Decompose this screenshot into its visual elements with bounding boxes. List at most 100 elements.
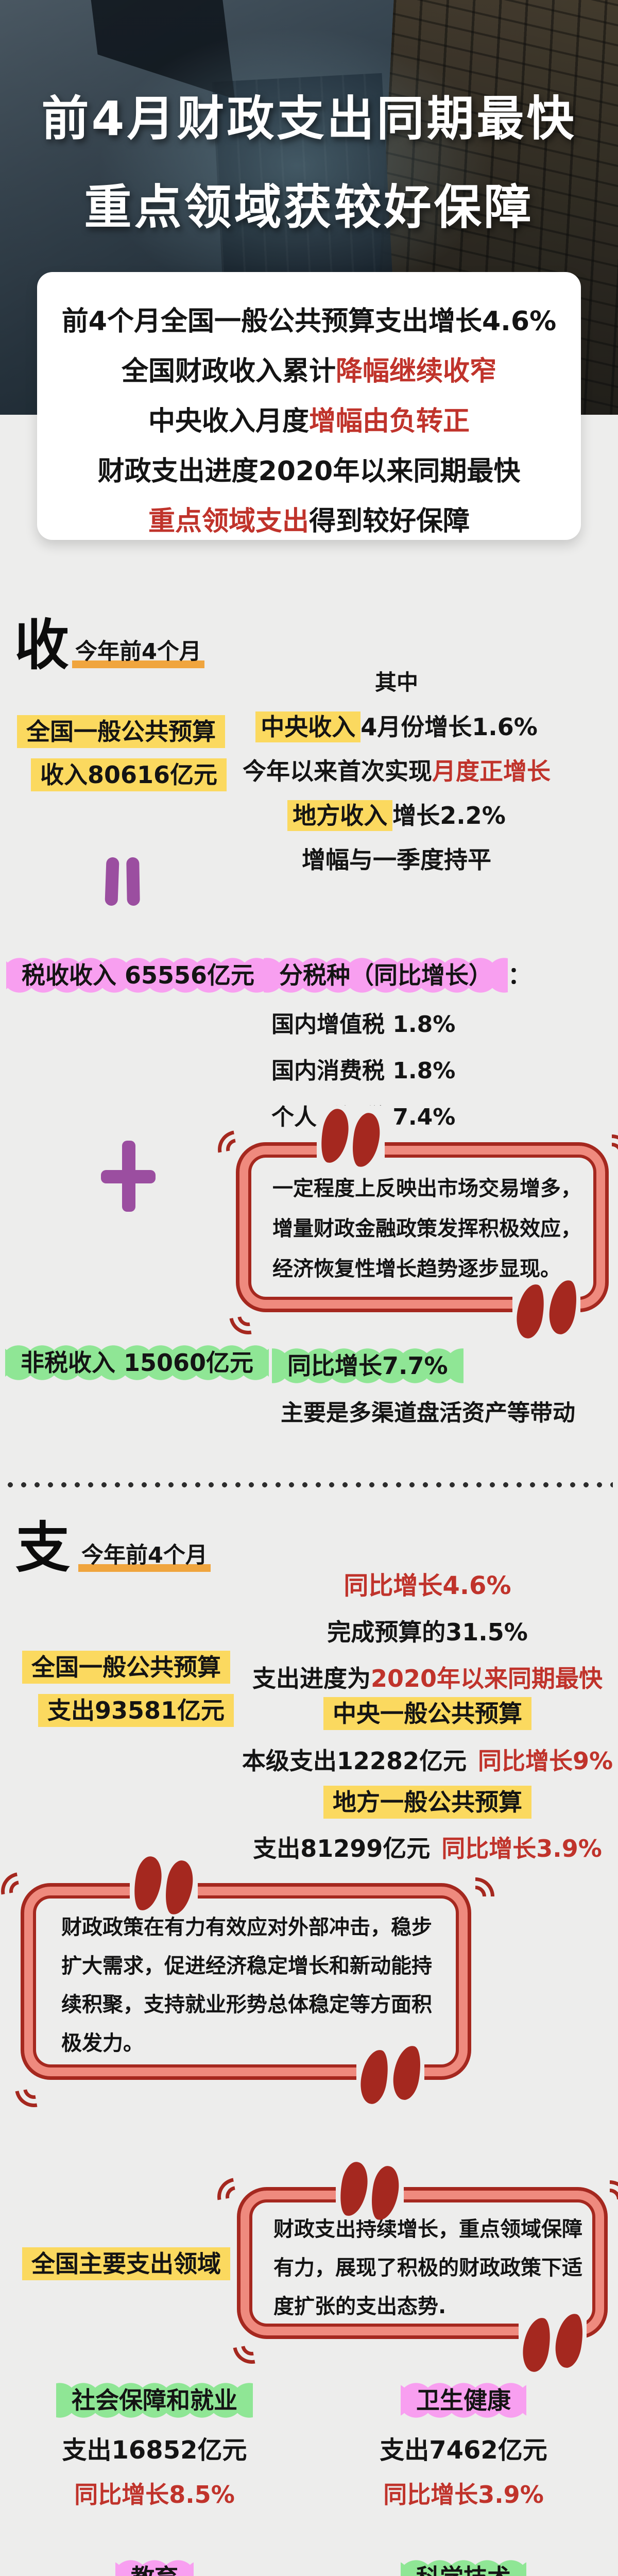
progress-line: 支出进度为2020年以来同期最快 xyxy=(237,1660,618,1694)
summary-highlight: 降幅继续收窄 xyxy=(336,356,497,387)
policy-quote-line: 续积聚，支持就业形势总体稳定等方面积 xyxy=(61,1993,432,2016)
summary-highlight: 增幅由负转正 xyxy=(309,406,470,437)
revenue-budget-label: 全国一般公共预算 xyxy=(17,715,225,748)
central-spending-text: 本级支出12282亿元 xyxy=(242,1747,467,1775)
summary-text: 中央收入月度 xyxy=(148,406,309,437)
expenditure-growth: 同比增长4.6% xyxy=(344,1571,511,1600)
monthly-growth-text: 今年以来首次实现 xyxy=(243,757,432,785)
category-label: 卫生健康 xyxy=(401,2381,526,2419)
expenditure-period-label: 今年前4个月 xyxy=(78,1545,211,1572)
speed-lines-icon xyxy=(583,2173,618,2227)
tax-revenue-label: 税收收入 65556亿元 xyxy=(6,956,270,994)
monthly-growth-line: 今年以来首次实现月度正增长 xyxy=(216,749,577,793)
category-label: 科学技术 xyxy=(401,2558,526,2576)
policy-quote-line: 扩大需求，促进经济稳定增长和新动能持 xyxy=(61,1954,432,1978)
equals-icon xyxy=(105,857,140,906)
revenue-section-char: 收 xyxy=(14,614,69,677)
quote-close-icon xyxy=(512,1278,580,1342)
central-revenue-highlight: 中央收入 xyxy=(255,711,361,742)
central-spending-growth: 同比增长9% xyxy=(477,1747,613,1775)
fields-quote-line: 度扩张的支出态势. xyxy=(273,2295,447,2318)
summary-highlight: 重点领域支出 xyxy=(148,506,309,537)
expenditure-growth-line: 同比增长4.6% xyxy=(237,1565,618,1601)
tax-item-consumption: 国内消费税 1.8% xyxy=(271,1058,456,1084)
category-amount: 支出16852亿元 xyxy=(62,2436,247,2465)
tax-split-colon: ： xyxy=(508,961,531,989)
budget-share-line: 完成预算的31.5% xyxy=(327,1618,528,1646)
main-title-line2: 重点领域获较好保障 xyxy=(84,180,534,235)
hero-header: 前4月财政支出同期最快 重点领域获较好保障 xyxy=(0,0,618,415)
summary-text: 财政支出进度2020年以来同期最快 xyxy=(97,456,521,487)
among-label: 其中 xyxy=(374,670,418,695)
fields-quote-box: 财政支出持续增长，重点领域保障 有力，展现了积极的财政政策下适 度扩张的支出态势… xyxy=(237,2159,608,2375)
category-growth: 同比增长8.5% xyxy=(74,2481,235,2509)
quote-open-icon xyxy=(336,2159,404,2223)
plus-icon xyxy=(101,1141,156,1212)
summary-text: 前4个月全国一般公共预算支出增长4.6% xyxy=(61,306,557,337)
speed-lines-icon xyxy=(585,1127,618,1181)
category-amount: 支出7462亿元 xyxy=(380,2436,547,2465)
expenditure-budget-value: 支出93581亿元 xyxy=(38,1694,234,1727)
revenue-period-label: 今年前4个月 xyxy=(72,641,204,668)
revenue-quote-line: 经济恢复性增长趋势逐步显现。 xyxy=(272,1257,561,1281)
category-education: 教育 xyxy=(0,2558,309,2576)
central-spending-line: 本级支出12282亿元 同比增长9% xyxy=(237,1742,618,1776)
speed-lines-icon xyxy=(225,2318,278,2371)
revenue-quote-line: 增量财政金融政策发挥积极效应， xyxy=(272,1217,581,1241)
tax-revenue-label-wrap: 税收收入 65556亿元 xyxy=(6,956,270,994)
progress-text: 支出进度为 xyxy=(252,1665,371,1692)
speed-lines-icon xyxy=(210,1123,263,1176)
fields-quote-line: 有力，展现了积极的财政政策下适 xyxy=(273,2256,582,2280)
expenditure-budget-label: 全国一般公共预算 xyxy=(22,1651,230,1684)
policy-quote-line: 财政政策在有力有效应对外部冲击，稳步 xyxy=(61,1916,432,1939)
speed-lines-icon xyxy=(210,2170,263,2223)
category-label: 社会保障和就业 xyxy=(56,2381,253,2419)
local-revenue-line: 地方收入 增长2.2% xyxy=(216,793,577,838)
nontax-growth: 同比增长7.7% xyxy=(272,1347,464,1385)
summary-text: 得到较好保障 xyxy=(309,506,470,537)
policy-quote-line: 极发力。 xyxy=(61,2031,144,2055)
local-revenue-highlight: 地方收入 xyxy=(287,800,393,831)
central-budget-label: 中央一般公共预算 xyxy=(323,1697,531,1730)
revenue-detail-column: 其中 中央收入 4月份增长1.6% 今年以来首次实现月度正增长 地方收入 增长2.2… xyxy=(216,660,577,882)
dotted-divider xyxy=(5,1482,613,1488)
central-revenue-text: 4月份增长1.6% xyxy=(360,713,538,741)
speed-lines-icon xyxy=(0,1865,47,1918)
category-growth: 同比增长3.9% xyxy=(383,2481,544,2509)
expenditure-section-char: 支 xyxy=(15,1516,70,1580)
speed-lines-icon xyxy=(7,2061,60,2114)
local-spending-growth: 同比增长3.9% xyxy=(441,1835,602,1862)
tax-split-label: 分税种（同比增长） xyxy=(264,956,508,994)
nontax-growth-wrap: 同比增长7.7% xyxy=(272,1347,464,1385)
summary-line-5: 重点领域支出得到较好保障 xyxy=(37,497,581,547)
nontax-note: 主要是多渠道盘活资产等带动 xyxy=(281,1400,575,1426)
category-science: 科学技术 xyxy=(309,2558,618,2576)
quote-close-icon xyxy=(356,2043,424,2107)
quote-close-icon xyxy=(519,2311,587,2375)
revenue-quote-line: 一定程度上反映出市场交易增多， xyxy=(272,1177,581,1200)
local-revenue-text: 增长2.2% xyxy=(392,802,506,829)
summary-text: 全国财政收入累计 xyxy=(121,356,336,387)
speed-lines-icon xyxy=(449,1870,503,1924)
quote-open-icon xyxy=(317,1106,385,1170)
category-health: 卫生健康 xyxy=(309,2381,618,2419)
progress-highlight: 2020年以来同期最快 xyxy=(370,1665,603,1692)
summary-line-1: 前4个月全国一般公共预算支出增长4.6% xyxy=(37,297,581,347)
quote-open-icon xyxy=(130,1853,198,1917)
quarter-note-line: 增幅与一季度持平 xyxy=(302,846,491,874)
policy-quote-box: 财政政策在有力有效应对外部冲击，稳步 扩大需求，促进经济稳定增长和新动能持 续积… xyxy=(21,1853,471,2107)
revenue-quote-box: 一定程度上反映出市场交易增多， 增量财政金融政策发挥积极效应， 经济恢复性增长趋… xyxy=(236,1106,609,1342)
local-budget-label: 地方一般公共预算 xyxy=(323,1786,531,1819)
local-spending-line: 支出81299亿元 同比增长3.9% xyxy=(237,1830,618,1864)
summary-line-4: 财政支出进度2020年以来同期最快 xyxy=(37,447,581,497)
local-spending-text: 支出81299亿元 xyxy=(253,1835,431,1862)
speed-lines-icon xyxy=(221,1289,274,1342)
category-label: 教育 xyxy=(115,2558,194,2576)
main-title-line1: 前4月财政支出同期最快 xyxy=(41,91,577,146)
nontax-label-wrap: 非税收入 15060亿元 xyxy=(5,1344,269,1382)
tax-item-vat: 国内增值税 1.8% xyxy=(271,1011,456,1038)
category-social-security: 社会保障和就业 xyxy=(0,2381,309,2419)
tax-split-label-wrap: 分税种（同比增长）： xyxy=(264,956,531,994)
central-revenue-line: 中央收入 4月份增长1.6% xyxy=(216,705,577,749)
